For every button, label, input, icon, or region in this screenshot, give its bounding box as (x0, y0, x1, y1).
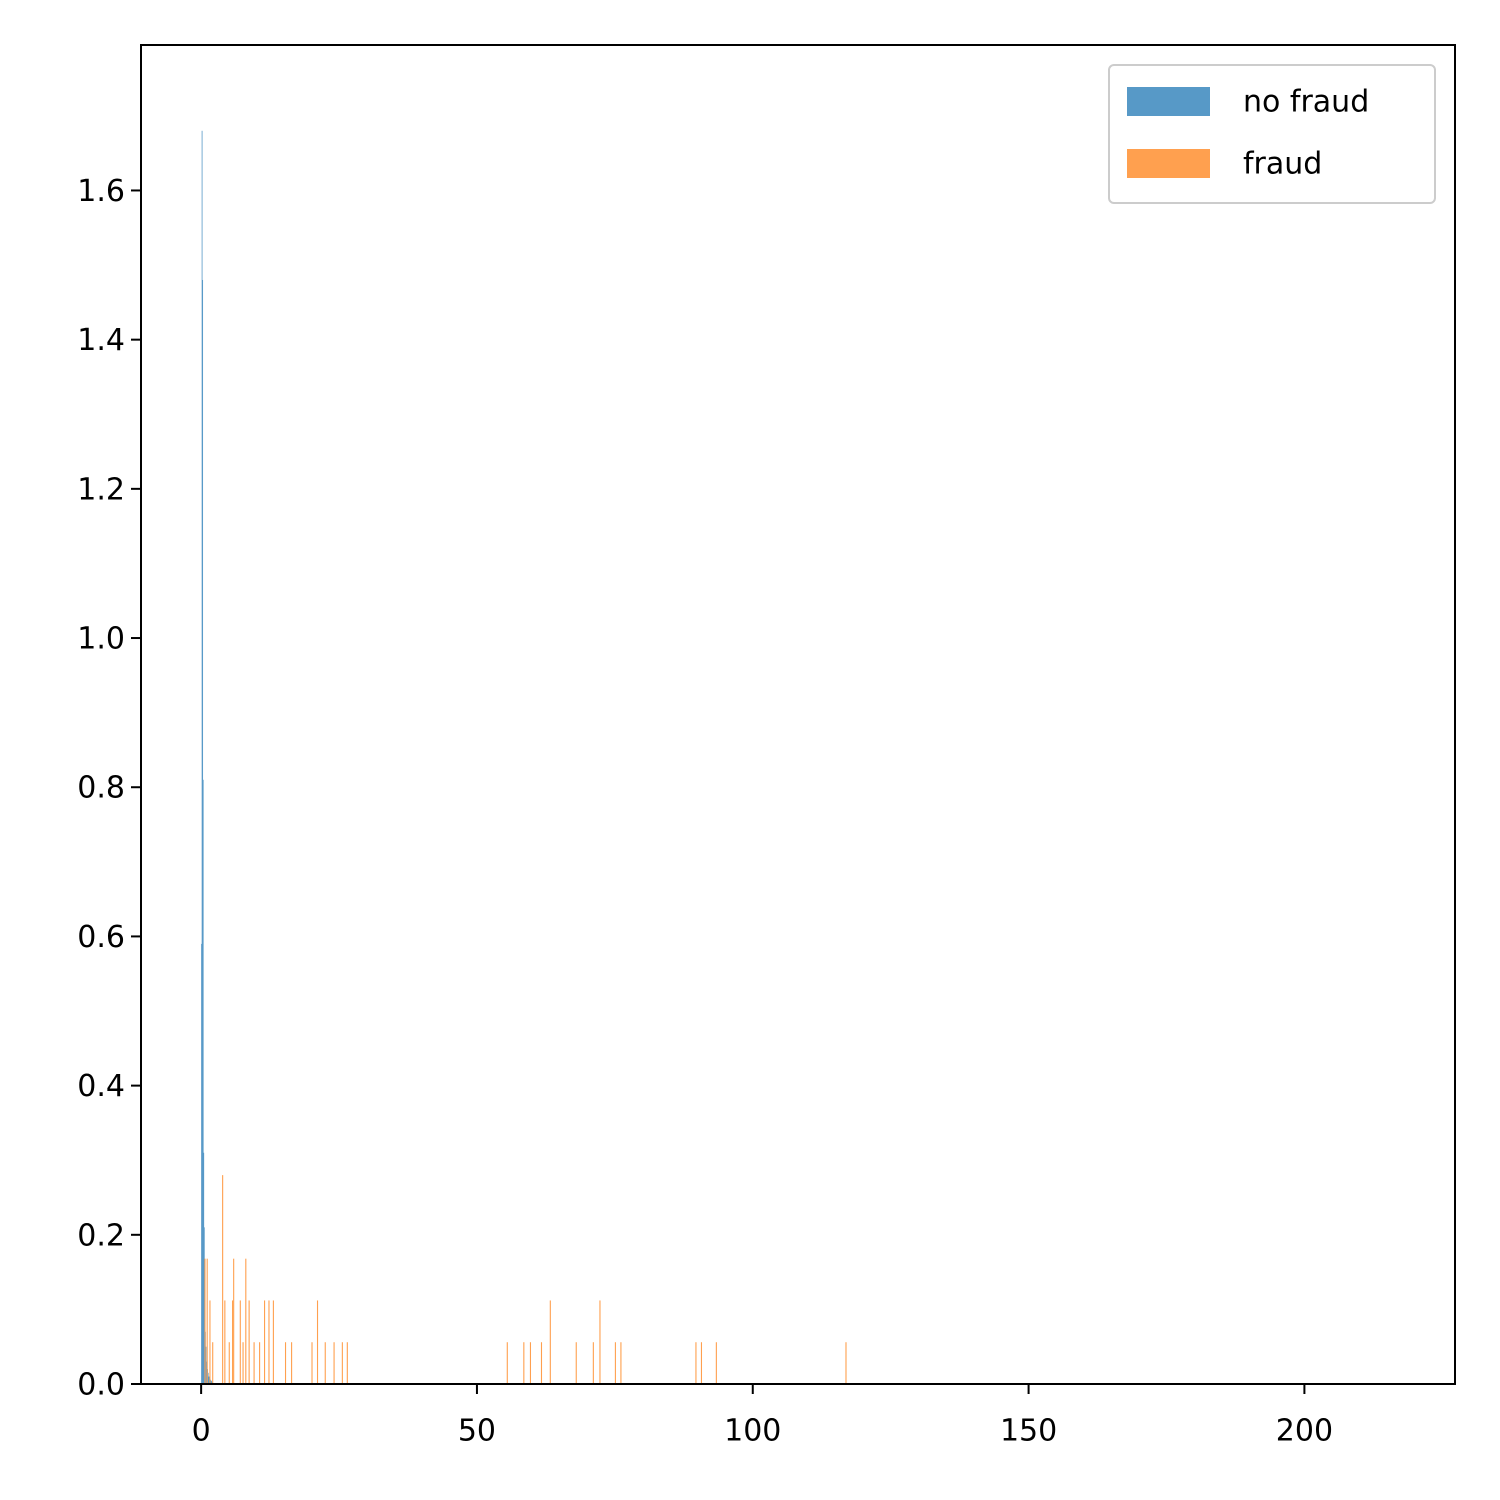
bar (212, 1342, 214, 1384)
bar (208, 1376, 210, 1384)
bar (208, 1376, 210, 1384)
bar (239, 1300, 241, 1384)
bar (346, 1342, 348, 1384)
bar (333, 1342, 335, 1384)
y-tick-label: 1.2 (77, 472, 125, 507)
bar (206, 1361, 207, 1384)
bar (206, 1258, 208, 1384)
y-tick-label: 1.4 (77, 323, 125, 358)
y-tick-label: 0.0 (77, 1368, 125, 1403)
y-tick-label: 0.4 (77, 1069, 125, 1104)
x-tick-label: 50 (458, 1414, 496, 1449)
bar (592, 1342, 594, 1384)
bar (695, 1342, 697, 1384)
bar (523, 1342, 525, 1384)
legend-label: fraud (1243, 147, 1322, 182)
bar (232, 1300, 234, 1384)
x-tick-label: 100 (724, 1414, 781, 1449)
bar (204, 1258, 206, 1384)
bar (341, 1342, 343, 1384)
bar (549, 1300, 551, 1384)
x-tick-label: 200 (1276, 1414, 1333, 1449)
bar (211, 1381, 213, 1384)
bar (506, 1342, 508, 1384)
y-tick-label: 0.6 (77, 920, 125, 955)
bar (614, 1342, 616, 1384)
x-tick-label: 0 (192, 1414, 211, 1449)
bar (210, 1380, 212, 1384)
bar (311, 1342, 313, 1384)
bar (205, 1346, 207, 1384)
bar (529, 1342, 532, 1384)
bar (259, 1342, 261, 1384)
bar (291, 1342, 293, 1384)
bar (845, 1342, 847, 1384)
legend-swatch (1127, 87, 1210, 116)
bar (540, 1342, 543, 1384)
bar (284, 1342, 287, 1384)
bar (202, 279, 204, 1384)
plot-frame (140, 44, 1456, 1385)
bar (201, 943, 202, 1384)
bar (201, 130, 203, 1384)
bar (264, 1300, 266, 1384)
bar (599, 1300, 601, 1384)
bar (202, 779, 204, 1384)
bar (316, 1300, 319, 1384)
bar (242, 1342, 244, 1384)
bar (253, 1342, 255, 1384)
bar (203, 1152, 205, 1384)
bar (272, 1300, 274, 1384)
bar (620, 1342, 622, 1384)
y-tick-label: 0.8 (77, 771, 125, 806)
legend-label: no fraud (1243, 85, 1369, 120)
bar (211, 1381, 212, 1384)
bar (245, 1258, 247, 1384)
bar (268, 1300, 270, 1384)
y-tick-label: 1.0 (77, 622, 125, 657)
bar (222, 1175, 224, 1384)
x-tick-label: 150 (1000, 1414, 1057, 1449)
bar (209, 1300, 211, 1384)
bar (700, 1342, 703, 1384)
y-tick-label: 0.2 (77, 1218, 125, 1253)
bar (207, 1372, 209, 1384)
bar (715, 1342, 717, 1384)
bar (224, 1300, 226, 1384)
bar (203, 1227, 205, 1384)
bar (248, 1300, 250, 1384)
bar (575, 1342, 577, 1384)
bar (233, 1258, 235, 1384)
bar (228, 1342, 230, 1384)
y-tick-label: 1.6 (77, 174, 125, 209)
legend-swatch (1127, 149, 1210, 178)
bar (324, 1342, 326, 1384)
